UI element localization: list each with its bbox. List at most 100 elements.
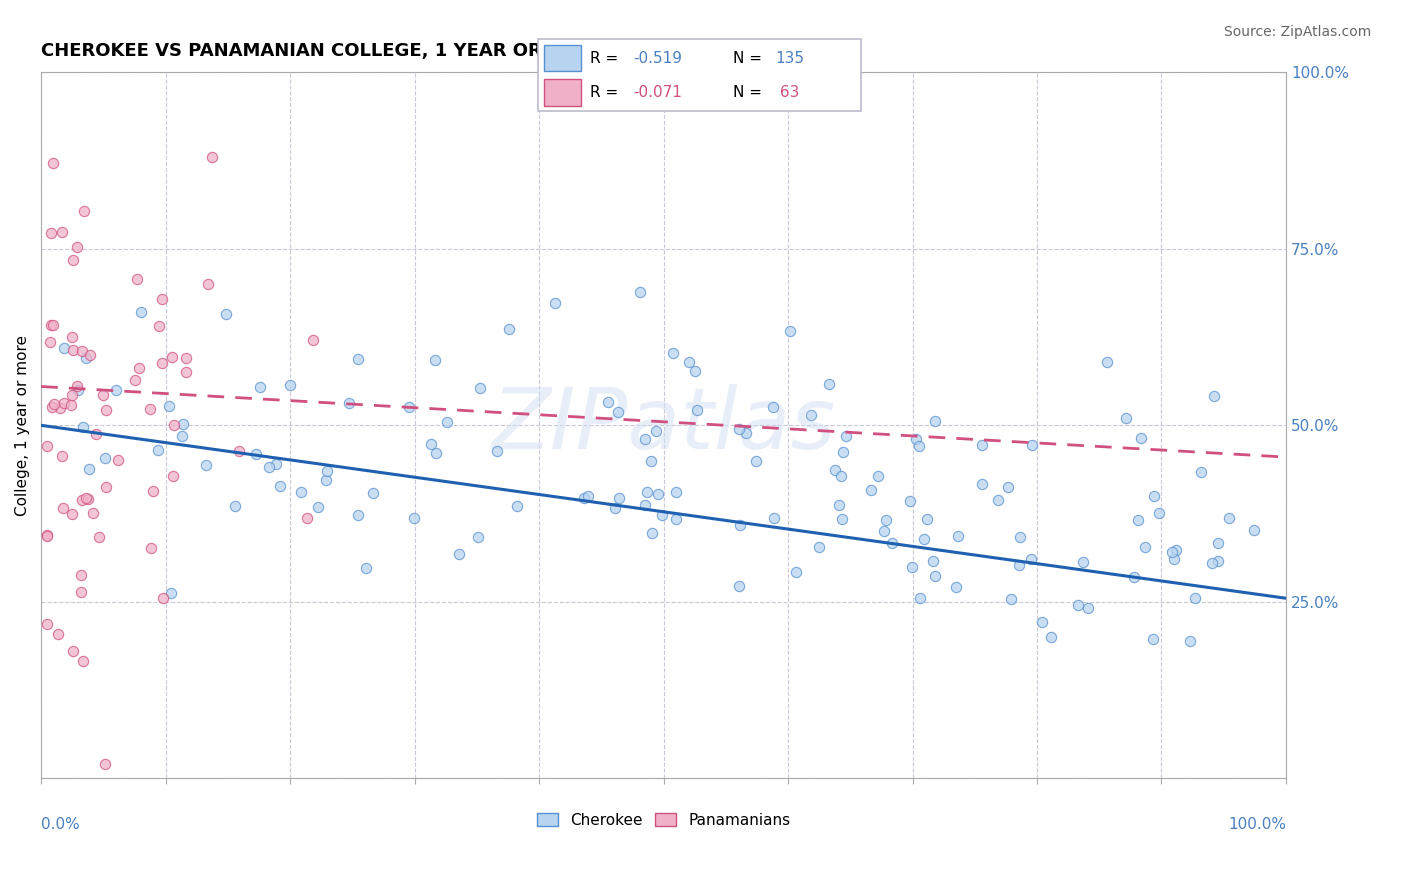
Text: 0.0%: 0.0%: [41, 817, 80, 832]
Point: [290, 485, 312, 500]
Point: [1142, 632, 1164, 647]
Point: [640, 454, 662, 468]
Point: [245, 447, 267, 461]
Point: [603, 501, 626, 516]
Point: [1008, 530, 1031, 544]
Point: [146, 443, 169, 458]
Point: [176, 351, 198, 366]
Point: [44, 397, 66, 411]
Point: [628, 285, 651, 300]
Point: [1123, 569, 1146, 583]
Point: [735, 426, 758, 441]
Text: R =: R =: [591, 85, 624, 100]
Point: [506, 499, 529, 513]
Point: [347, 508, 370, 523]
Point: [818, 376, 841, 391]
Point: [665, 512, 688, 526]
Point: [873, 524, 896, 538]
Point: [997, 480, 1019, 494]
Point: [197, 277, 219, 291]
Point: [160, 585, 183, 599]
Point: [1115, 411, 1137, 425]
Point: [75, 491, 97, 506]
Point: [1077, 601, 1099, 615]
Point: [875, 512, 897, 526]
Point: [49, 401, 72, 416]
Point: [41, 400, 63, 414]
Text: 100.0%: 100.0%: [1227, 817, 1286, 832]
Point: [1164, 543, 1187, 558]
Point: [1021, 552, 1043, 566]
Point: [987, 492, 1010, 507]
Point: [1095, 354, 1118, 368]
Point: [828, 498, 851, 512]
Text: Source: ZipAtlas.com: Source: ZipAtlas.com: [1223, 25, 1371, 39]
Point: [831, 512, 853, 526]
Point: [107, 452, 129, 467]
Point: [1243, 524, 1265, 538]
Point: [685, 364, 707, 378]
Legend: Cherokee, Panamanians: Cherokee, Panamanians: [530, 807, 797, 834]
Point: [1021, 438, 1043, 452]
Point: [41, 156, 63, 170]
Point: [278, 377, 301, 392]
Point: [37, 529, 59, 543]
Point: [51, 225, 73, 239]
Text: -0.071: -0.071: [633, 85, 682, 100]
Point: [901, 560, 924, 574]
Point: [634, 432, 657, 446]
Point: [228, 444, 250, 458]
Point: [152, 591, 174, 605]
Point: [686, 402, 709, 417]
Point: [1163, 552, 1185, 566]
Point: [347, 351, 370, 366]
Point: [70, 344, 93, 359]
Point: [354, 561, 377, 575]
Point: [142, 483, 165, 498]
Point: [125, 272, 148, 286]
Point: [1129, 432, 1152, 446]
Point: [1147, 506, 1170, 520]
Point: [866, 469, 889, 483]
Point: [66, 379, 89, 393]
Point: [62, 388, 84, 402]
Point: [172, 429, 194, 443]
Point: [647, 486, 669, 500]
Point: [423, 352, 446, 367]
Point: [574, 491, 596, 506]
Y-axis label: College, 1 year or more: College, 1 year or more: [15, 334, 30, 516]
Point: [48, 627, 70, 641]
Point: [72, 654, 94, 668]
Point: [800, 408, 823, 422]
Point: [824, 463, 846, 477]
Point: [79, 348, 101, 362]
Point: [89, 530, 111, 544]
Point: [79, 461, 101, 475]
Point: [436, 415, 458, 429]
Text: N =: N =: [733, 85, 766, 100]
Point: [498, 322, 520, 336]
Text: R =: R =: [591, 51, 624, 66]
Point: [678, 355, 700, 369]
Point: [486, 444, 509, 458]
Point: [93, 757, 115, 772]
Point: [37, 617, 59, 632]
Point: [129, 305, 152, 319]
Point: [316, 464, 339, 478]
Point: [62, 343, 84, 358]
Point: [665, 485, 688, 500]
Point: [139, 541, 162, 556]
Point: [922, 554, 945, 568]
Point: [908, 591, 931, 606]
Point: [52, 396, 75, 410]
Point: [174, 365, 197, 379]
Point: [1204, 389, 1226, 403]
Point: [644, 424, 666, 438]
Point: [1071, 555, 1094, 569]
Point: [641, 525, 664, 540]
Point: [779, 324, 801, 338]
Point: [301, 333, 323, 347]
Point: [38, 335, 60, 350]
Point: [84, 426, 107, 441]
Point: [59, 398, 82, 412]
